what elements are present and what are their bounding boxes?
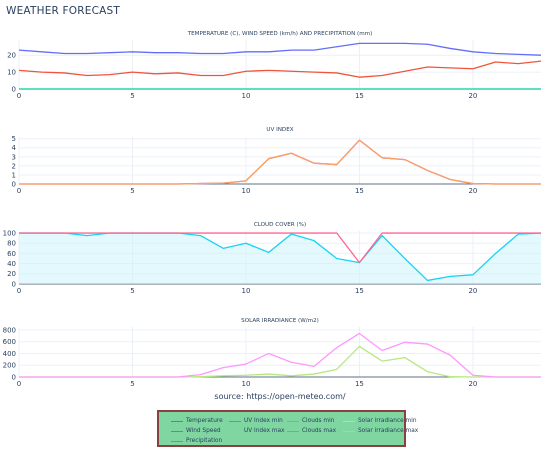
legend-item[interactable]: Solar irradiance min	[343, 418, 417, 424]
source-label: source: https://open-meteo.com/	[214, 392, 345, 401]
x-tick-label: 0	[17, 187, 21, 195]
chart-title: CLOUD COVER (%)	[254, 222, 306, 228]
x-tick-label: 5	[130, 287, 134, 295]
legend-item[interactable]: Wind Speed	[171, 428, 221, 434]
legend-item[interactable]: UV Index max	[229, 428, 284, 434]
legend-item[interactable]: Temperature	[171, 418, 223, 424]
legend-swatch	[171, 440, 183, 442]
legend-swatch	[229, 430, 241, 432]
y-tick-label: 0	[12, 85, 16, 93]
chart-panel-3: CLOUD COVER (%) 0 20 40 60 80 100 0 5 10 15 20	[3, 222, 542, 295]
legend-swatch	[287, 420, 299, 422]
legend-label: Solar irradiance min	[358, 418, 417, 424]
chart-title: UV INDEX	[266, 127, 293, 133]
x-tick-label: 5	[130, 187, 134, 195]
legend-swatch	[229, 420, 241, 422]
legend-label: Clouds min	[302, 418, 335, 424]
y-tick-label: 20	[7, 52, 16, 60]
legend-item[interactable]: Precipitation	[171, 438, 222, 444]
chart-title: TEMPERATURE (C), WIND SPEED (km/h) AND P…	[187, 31, 373, 37]
series-line-4-2	[19, 332, 541, 378]
series-line-1-2	[18, 60, 542, 78]
y-tick-label: 0	[12, 180, 16, 188]
legend-label: UV Index max	[244, 428, 285, 434]
y-tick-label: 0	[12, 373, 16, 381]
legend-label: Precipitation	[186, 438, 223, 444]
x-tick-label: 15	[355, 92, 364, 100]
x-tick-label: 20	[468, 92, 477, 100]
y-tick-label: 5	[12, 135, 16, 143]
series-line-3-2	[19, 232, 541, 264]
x-tick-label: 5	[130, 92, 134, 100]
y-tick-label: 200	[3, 362, 16, 370]
x-tick-label: 10	[241, 92, 250, 100]
y-tick-label: 1	[12, 171, 16, 179]
x-tick-label: 0	[17, 380, 21, 388]
x-tick-label: 15	[355, 187, 364, 195]
chart-title: SOLAR IRRADIANCE (W/m2)	[241, 318, 319, 324]
legend-item[interactable]: Clouds min	[287, 418, 334, 424]
x-tick-label: 10	[241, 287, 250, 295]
legend-swatch	[171, 420, 183, 422]
legend-item[interactable]: Clouds max	[287, 428, 336, 434]
y-tick-label: 800	[3, 326, 16, 334]
legend-item[interactable]: UV Index min	[229, 418, 283, 424]
y-tick-label: 100	[3, 229, 16, 237]
y-tick-label: 4	[12, 144, 17, 152]
legend-label: Solar irradiance max	[358, 428, 419, 434]
x-tick-label: 20	[468, 380, 477, 388]
x-tick-label: 20	[468, 287, 477, 295]
x-tick-label: 15	[355, 287, 364, 295]
legend-label: Temperature	[186, 418, 223, 424]
legend-swatch	[171, 430, 183, 432]
x-tick-label: 15	[355, 380, 364, 388]
series-line-2-2	[19, 139, 541, 185]
y-tick-label: 600	[3, 338, 16, 346]
y-tick-label: 20	[7, 270, 16, 278]
legend-swatch	[287, 430, 299, 432]
y-tick-label: 400	[3, 350, 16, 358]
x-tick-label: 10	[241, 187, 250, 195]
x-tick-label: 5	[130, 380, 134, 388]
series-line-2-1	[19, 139, 541, 185]
x-tick-label: 0	[17, 287, 21, 295]
x-tick-label: 0	[17, 92, 21, 100]
series-line-1-1	[18, 42, 542, 56]
legend-swatch	[343, 420, 355, 422]
legend: Temperature Wind Speed Precipitation UV Ind…	[157, 410, 418, 447]
y-tick-label: 40	[7, 260, 16, 268]
legend-swatch	[343, 430, 355, 432]
y-tick-label: 60	[7, 250, 16, 258]
chart-panel-4: SOLAR IRRADIANCE (W/m2) 0 200 400 600 800 0 5 10…	[3, 318, 541, 388]
x-tick-label: 20	[468, 187, 477, 195]
clouds-min-area	[19, 233, 541, 284]
legend-label: Clouds max	[302, 428, 337, 434]
legend-label: Wind Speed	[186, 428, 221, 434]
legend-item[interactable]: Solar irradiance max	[343, 428, 418, 434]
series-line-4-1	[19, 345, 541, 378]
x-tick-label: 10	[241, 380, 250, 388]
y-tick-label: 0	[12, 280, 16, 288]
y-tick-label: 80	[7, 240, 16, 248]
y-tick-label: 2	[12, 162, 16, 170]
chart-panel-1: TEMPERATURE (C), WIND SPEED (km/h) AND P…	[7, 31, 542, 100]
page-title: WEATHER FORECAST	[6, 5, 120, 17]
y-tick-label: 3	[12, 153, 16, 161]
y-tick-label: 10	[7, 69, 16, 77]
legend-label: UV Index min	[244, 418, 283, 424]
